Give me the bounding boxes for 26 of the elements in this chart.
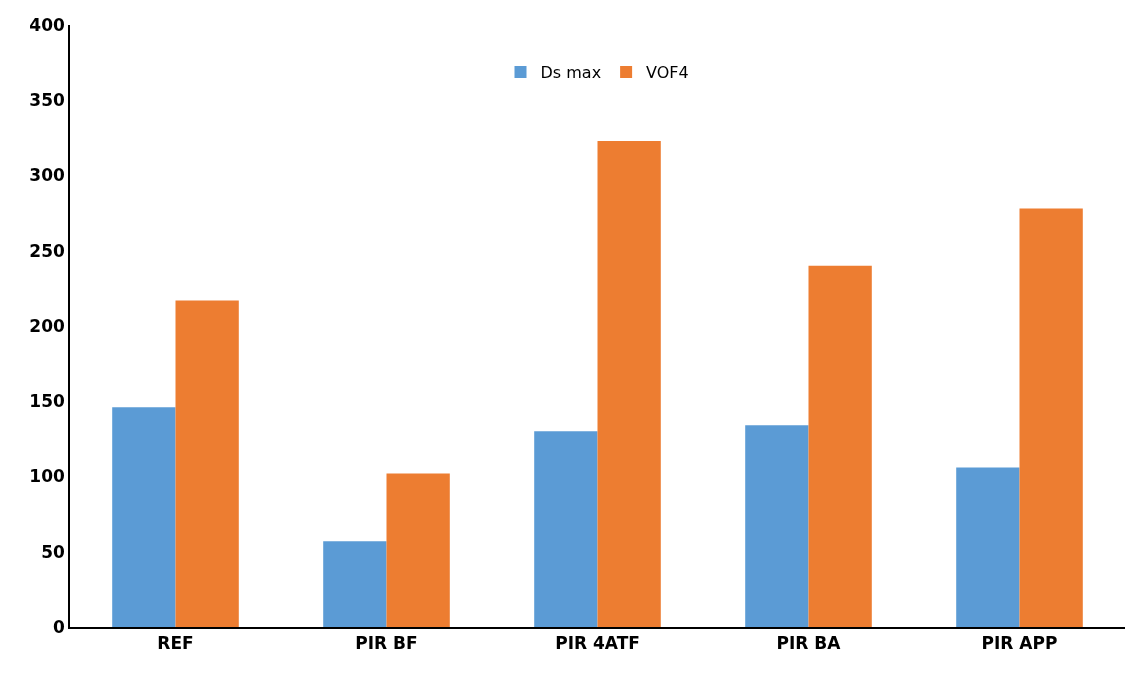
y-tick-label: 50	[41, 541, 66, 562]
bar	[112, 407, 176, 627]
legend-label: VOF4	[646, 63, 689, 83]
bar	[323, 541, 387, 627]
y-tick-label: 0	[53, 616, 66, 637]
y-tick-label: 250	[29, 240, 66, 261]
x-tick-label: PIR APP	[981, 633, 1058, 654]
y-tick-label: 400	[29, 14, 66, 35]
bar	[808, 265, 872, 627]
y-tick-label: 150	[29, 391, 66, 412]
y-tick-label: 200	[29, 315, 66, 336]
x-tick-label: REF	[157, 633, 194, 654]
x-tick-label: PIR BF	[355, 633, 418, 654]
y-tick-label: 300	[29, 165, 66, 186]
bar	[745, 425, 809, 627]
y-tick-label: 350	[29, 90, 66, 111]
bar	[956, 467, 1020, 627]
bar	[597, 140, 661, 627]
x-tick-label: PIR 4ATF	[555, 633, 640, 654]
bar	[534, 431, 598, 627]
y-tick-label: 100	[29, 466, 66, 487]
bar	[175, 300, 239, 627]
bar	[1019, 208, 1083, 627]
x-tick-label: PIR BA	[776, 633, 842, 654]
legend-label: Ds max	[540, 63, 602, 83]
bar	[386, 473, 450, 627]
